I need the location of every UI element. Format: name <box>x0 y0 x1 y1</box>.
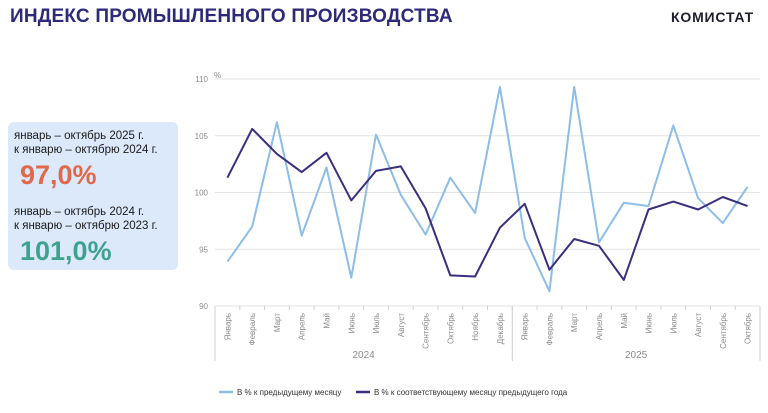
x-tick-label-1: Январь <box>223 313 232 340</box>
x-tick-label-15: Март <box>570 313 579 332</box>
summary-2024-period: январь – октябрь 2024 г. <box>14 206 145 218</box>
x-tick-label-12: Декабрь <box>496 313 505 344</box>
year-label-2024: 2024 <box>353 350 376 361</box>
x-tick-label-5: Май <box>322 313 331 329</box>
brand-logo: КОМИСТАТ <box>671 9 754 25</box>
summary-2024-base: к январю – октябрю 2023 г. <box>14 220 158 232</box>
x-tick-label-16: Апрель <box>595 313 604 340</box>
x-tick-label-19: Июль <box>669 313 678 333</box>
y-tick-label-105: 105 <box>195 132 209 141</box>
year-label-2025: 2025 <box>625 350 648 361</box>
summary-2025-base: к январю – октябрю 2024 г. <box>14 144 158 156</box>
series-line-2 <box>226 127 748 281</box>
x-tick-label-22: Октябрь <box>744 313 753 344</box>
y-tick-label-90: 90 <box>199 302 208 311</box>
x-tick-label-6: Июнь <box>347 313 356 333</box>
legend-label-1: В % к предыдущему месяцу <box>237 388 341 397</box>
legend-label-2: В % к соответствующему месяцу предыдущег… <box>374 388 568 397</box>
x-tick-label-21: Сентябрь <box>719 313 728 349</box>
x-tick-label-20: Август <box>694 313 703 337</box>
summary-2025-value: 97,0% <box>20 160 97 190</box>
summary-panel: январь – октябрь 2025 г. к январю – октя… <box>8 122 178 270</box>
x-tick-label-3: Март <box>273 313 282 332</box>
y-tick-label-95: 95 <box>199 245 208 254</box>
x-tick-label-17: Май <box>620 313 629 329</box>
summary-2024-value: 101,0% <box>20 236 112 266</box>
summary-2025-period: январь – октябрь 2025 г. <box>14 130 145 142</box>
x-tick-label-13: Январь <box>521 313 530 340</box>
y-tick-label-100: 100 <box>195 189 209 198</box>
x-tick-label-10: Октябрь <box>446 313 455 344</box>
page-title: ИНДЕКС ПРОМЫШЛЕННОГО ПРОИЗВОДСТВА <box>10 6 453 27</box>
x-tick-label-11: Ноябрь <box>471 313 480 341</box>
x-tick-label-2: Февраль <box>248 313 257 346</box>
y-axis-unit: % <box>214 71 221 80</box>
series-line-1 <box>226 85 749 293</box>
y-tick-label-110: 110 <box>195 75 208 84</box>
x-tick-label-14: Февраль <box>545 313 554 346</box>
x-tick-label-8: Август <box>397 313 406 337</box>
x-tick-label-9: Сентябрь <box>422 313 431 349</box>
x-tick-label-7: Июль <box>372 313 381 333</box>
x-tick-label-18: Июнь <box>645 313 654 333</box>
x-tick-label-4: Апрель <box>298 313 307 340</box>
